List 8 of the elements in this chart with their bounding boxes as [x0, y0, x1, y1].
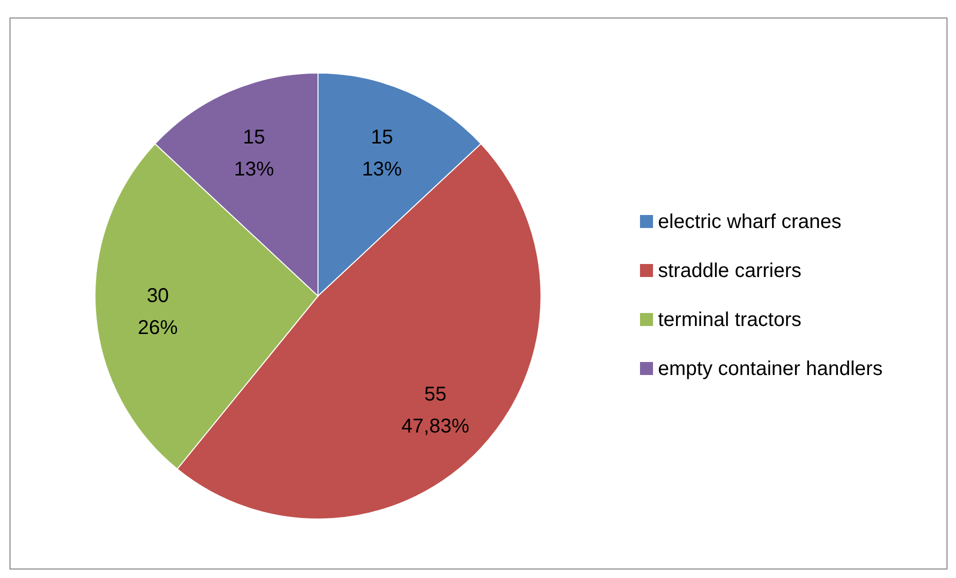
legend-label: empty container handlers	[658, 358, 883, 380]
legend-label: terminal tractors	[658, 309, 802, 331]
legend-label: straddle carriers	[658, 260, 802, 282]
data-label: 15 13%	[362, 126, 402, 181]
data-label: 30 26%	[138, 284, 178, 339]
legend-label: electric wharf cranes	[658, 211, 842, 233]
data-label: 15 13%	[234, 126, 274, 181]
data-label: 55 47,83%	[401, 384, 470, 438]
